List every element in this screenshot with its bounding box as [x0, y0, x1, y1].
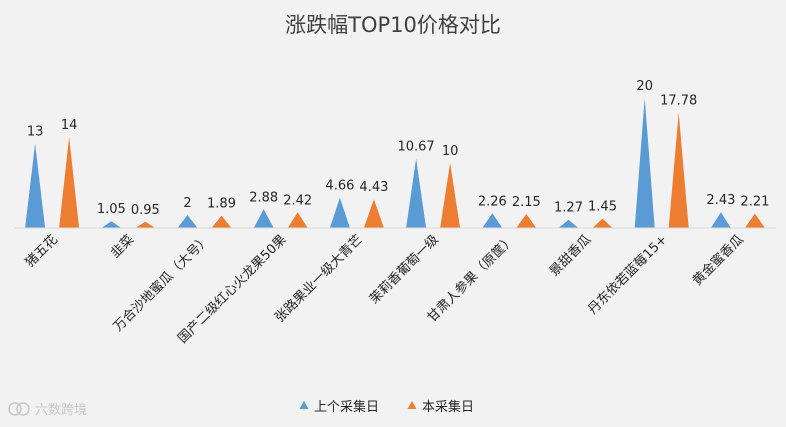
bar-curr-4 [363, 199, 384, 228]
data-label-prev-0: 13 [27, 125, 44, 140]
data-label-prev-6: 2.26 [478, 194, 507, 209]
data-label-prev-5: 10.67 [397, 140, 434, 155]
bar-curr-0 [59, 137, 80, 228]
chart-title: 涨跌幅TOP10价格对比 [285, 13, 501, 37]
data-label-curr-8: 17.78 [660, 93, 697, 108]
category-label-5: 茉莉香葡萄一级 [367, 232, 442, 307]
plot-area: 13 14 1.05 0.95 2 1.89 2.88 2.42 4.66 4.43 10.67 10… [25, 79, 769, 228]
data-label-curr-1: 0.95 [131, 203, 160, 218]
legend-label-1: 本采集日 [422, 399, 474, 415]
data-label-prev-4: 4.66 [325, 179, 354, 194]
category-label-8: 丹东依若蓝莓15+ [585, 232, 671, 318]
data-label-curr-7: 1.45 [588, 200, 617, 215]
bar-curr-6 [516, 214, 537, 228]
bar-prev-3 [253, 209, 274, 228]
data-label-prev-3: 2.88 [249, 190, 278, 205]
category-label-7: 景甜香瓜 [546, 232, 594, 280]
bar-prev-6 [482, 213, 503, 228]
bar-prev-8 [634, 98, 655, 228]
data-label-curr-2: 1.89 [207, 197, 236, 212]
data-label-prev-8: 20 [636, 79, 653, 94]
watermark-logo-icon [8, 402, 30, 416]
bar-curr-1 [135, 221, 156, 228]
category-label-0: 猪五花 [22, 232, 61, 271]
category-label-1: 韭菜 [108, 232, 137, 261]
bar-prev-1 [101, 221, 122, 228]
bar-prev-7 [558, 219, 579, 228]
data-label-curr-4: 4.43 [359, 180, 388, 195]
data-label-curr-3: 2.42 [283, 193, 312, 208]
bar-curr-7 [592, 218, 613, 228]
bar-curr-3 [287, 212, 308, 228]
bar-prev-4 [329, 197, 350, 228]
data-label-curr-0: 14 [61, 118, 78, 133]
legend-marker-1 [407, 401, 417, 409]
legend-marker-0 [299, 401, 309, 409]
bar-curr-5 [440, 163, 461, 228]
watermark: 六数跨境 [8, 402, 87, 418]
data-label-curr-6: 2.15 [512, 195, 541, 210]
legend: 上个采集日 本采集日 [299, 399, 474, 415]
data-label-prev-7: 1.27 [554, 201, 583, 216]
data-label-prev-2: 2 [183, 196, 191, 211]
legend-label-0: 上个采集日 [314, 399, 379, 415]
bar-prev-0 [25, 143, 46, 228]
bar-prev-2 [177, 215, 198, 228]
data-label-curr-5: 10 [442, 144, 459, 159]
data-label-prev-1: 1.05 [97, 202, 126, 217]
watermark-text: 六数跨境 [35, 403, 87, 418]
bar-prev-9 [710, 212, 731, 228]
data-label-curr-9: 2.21 [740, 195, 769, 210]
category-label-9: 黄金蜜香瓜 [689, 232, 746, 289]
bar-curr-2 [211, 215, 232, 228]
bar-prev-5 [406, 158, 427, 228]
bar-curr-9 [744, 213, 765, 228]
data-label-prev-9: 2.43 [706, 193, 735, 208]
bar-curr-8 [668, 112, 689, 228]
